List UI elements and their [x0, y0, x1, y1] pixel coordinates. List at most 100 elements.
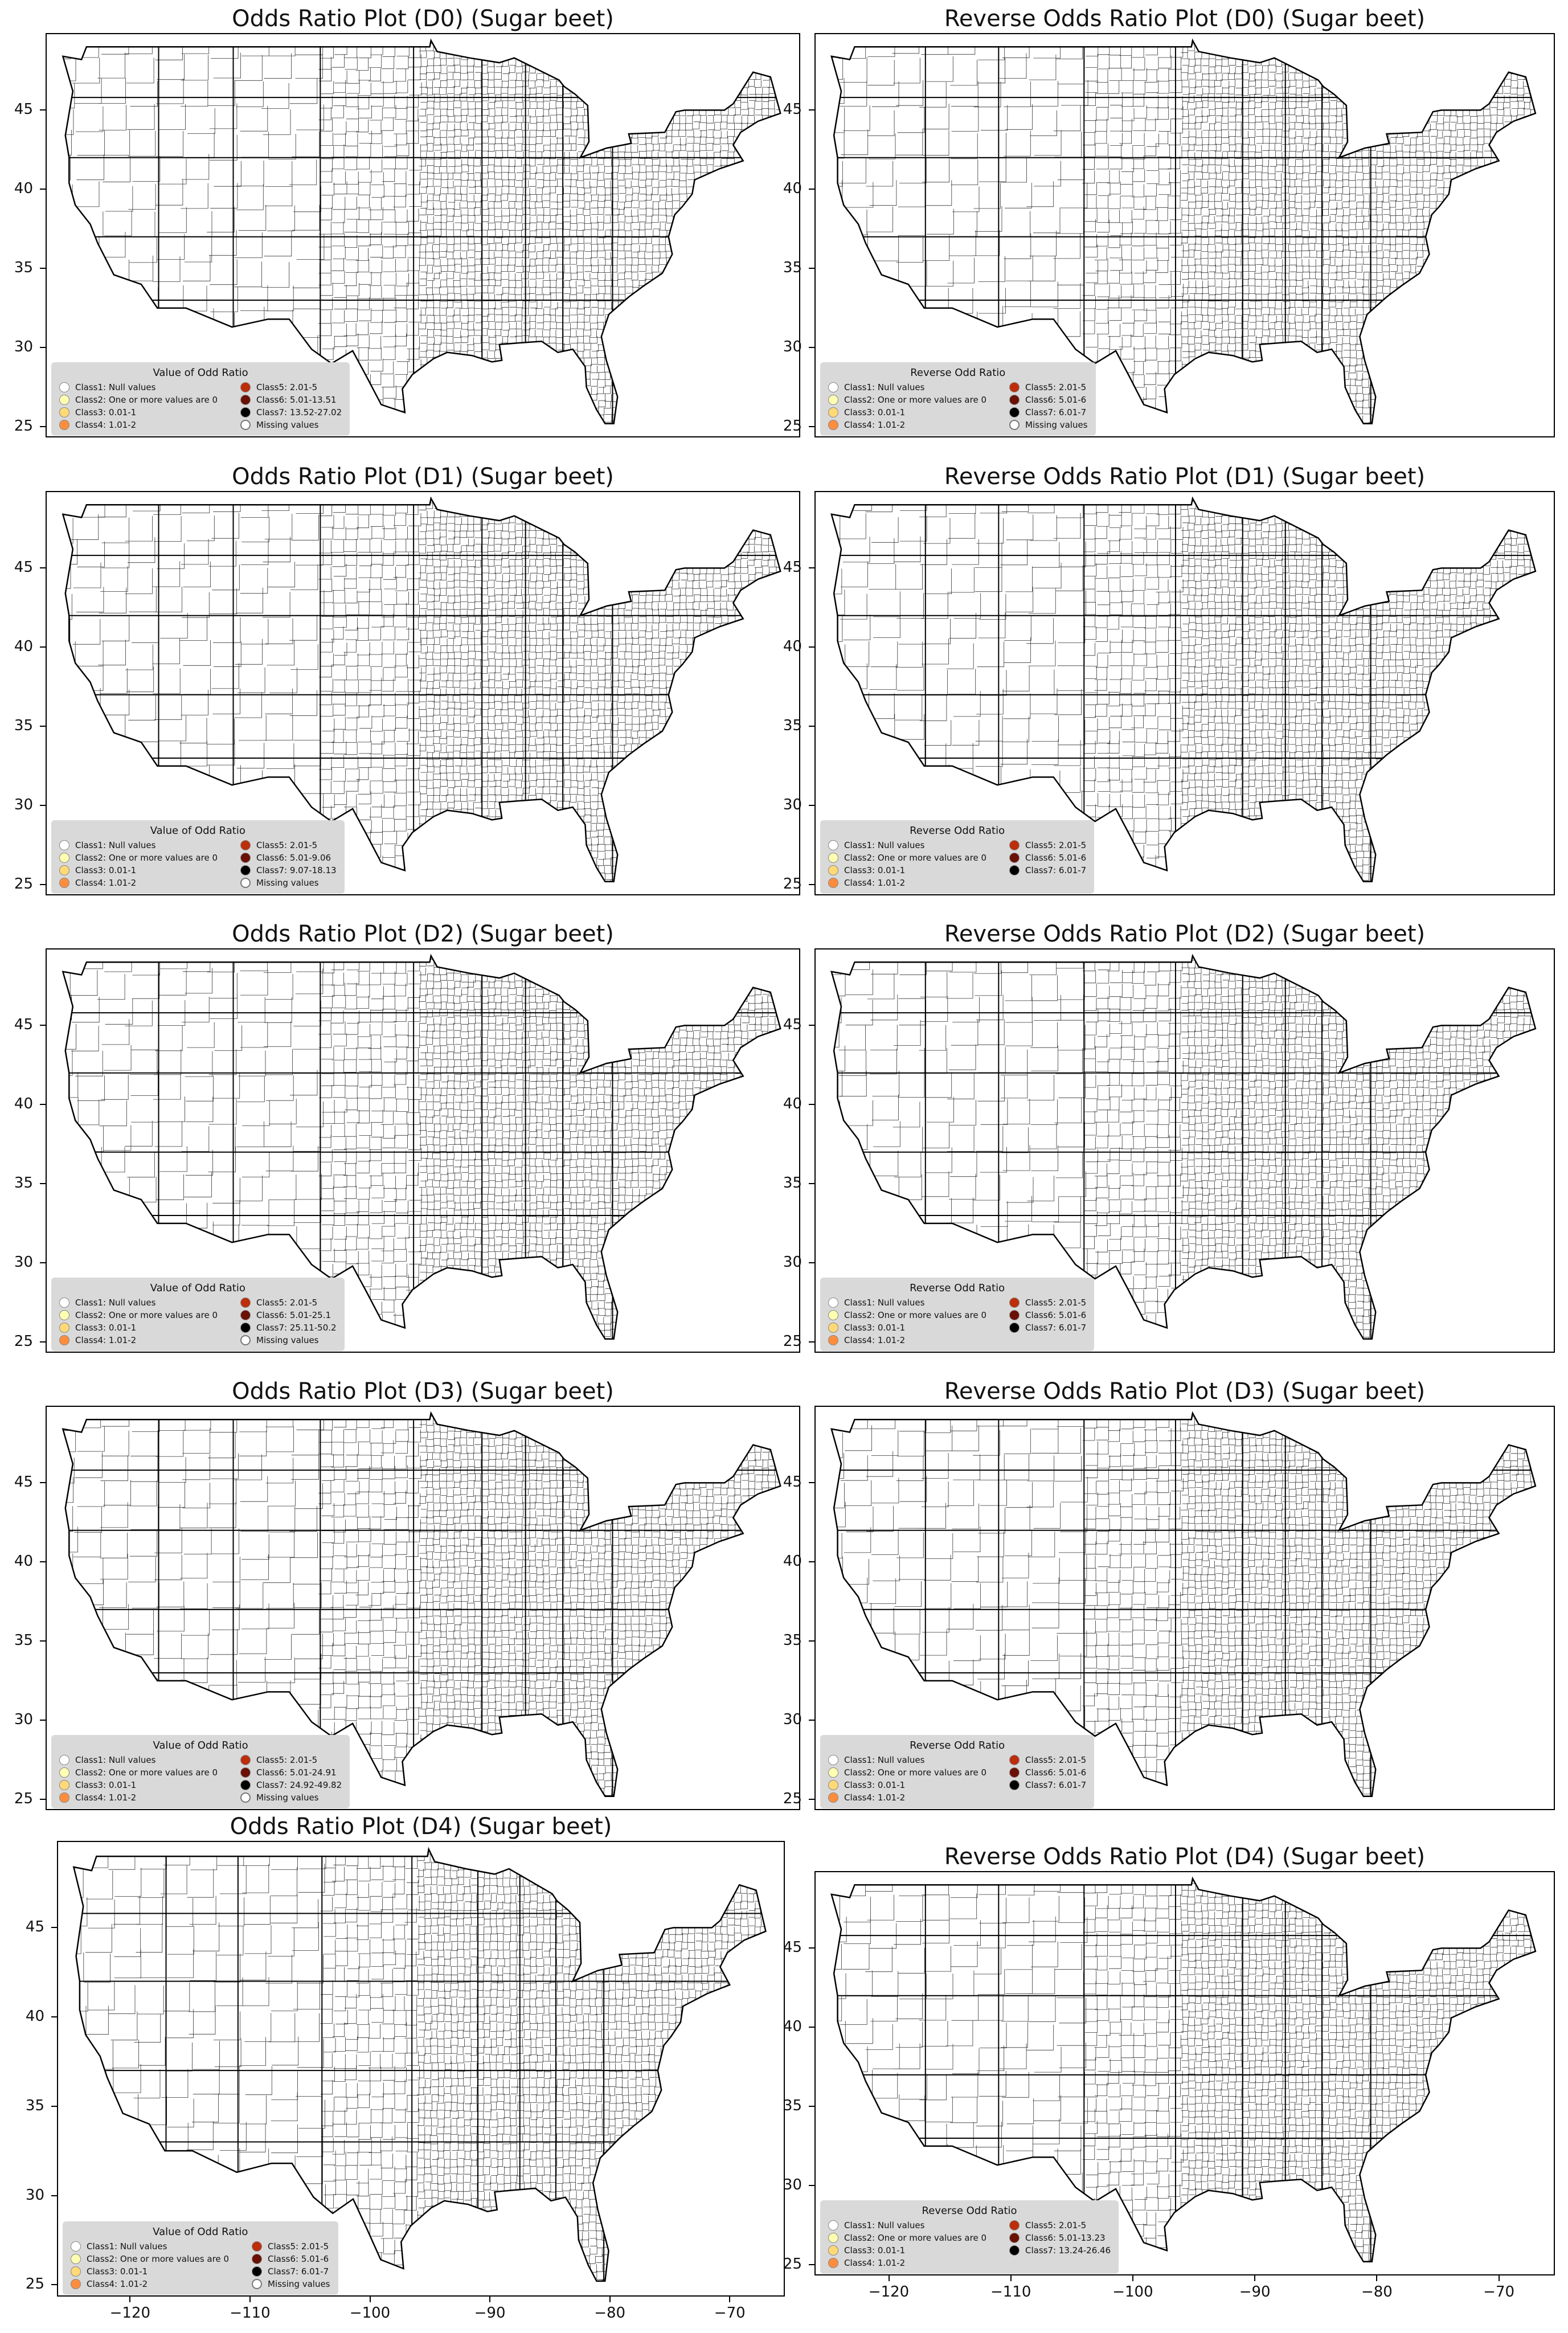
legend-swatch	[1009, 1323, 1020, 1333]
legend-label: Class7: 9.07-18.13	[256, 865, 337, 875]
y-tick-label: 45	[25, 1918, 44, 1936]
legend-title: Reverse Odd Ratio	[910, 367, 1006, 379]
x-tick-mark	[249, 2297, 251, 2302]
y-tick-label: 40	[783, 638, 802, 656]
legend-swatch	[1009, 865, 1020, 875]
map-legend: Reverse Odd Ratio Class1: Null values Clas…	[820, 1735, 1095, 1808]
y-tick-label: 45	[14, 1016, 33, 1034]
legend-swatch	[59, 1298, 69, 1308]
legend-label: Class6: 5.01-13.51	[256, 395, 337, 405]
legend-label: Class2: One or more values are 0	[844, 1310, 986, 1320]
y-tick-mark	[40, 189, 46, 190]
legend-item: Missing values	[240, 1335, 337, 1345]
legend-item: Missing values	[240, 420, 342, 430]
legend-item: Class5: 2.01-5	[1009, 382, 1088, 392]
country-fill	[73, 1849, 766, 2281]
legend-item: Missing values	[240, 878, 337, 888]
country-outline	[62, 953, 781, 1340]
legend-item: Class1: Null values	[828, 2220, 986, 2230]
y-tick-label: 30	[14, 1711, 33, 1729]
legend-label: Class3: 0.01-1	[87, 2266, 148, 2277]
y-tick-label: 40	[14, 180, 33, 198]
legend-swatch	[1009, 1310, 1020, 1320]
legend-item: Missing values	[1009, 420, 1088, 430]
legend-item: Class4: 1.01-2	[59, 1792, 218, 1803]
legend-label: Class2: One or more values are 0	[75, 853, 218, 863]
map-legend: Value of Odd Ratio Class1: Null values Cla…	[51, 1278, 345, 1351]
legend-label: Class3: 0.01-1	[844, 865, 906, 875]
legend-swatch	[59, 853, 69, 863]
legend-label: Class5: 2.01-5	[256, 1298, 318, 1308]
y-tick-mark	[809, 2185, 814, 2187]
us-county-map	[830, 1876, 1537, 2263]
legend-item: Class7: 13.52-27.02	[240, 407, 342, 418]
y-tick-mark	[809, 1947, 814, 1949]
country-fill	[831, 956, 1536, 1339]
y-tick-label: 45	[14, 559, 33, 576]
y-tick-label: 30	[25, 2186, 44, 2204]
legend-label: Class5: 2.01-5	[1025, 1755, 1087, 1765]
country-fill	[63, 40, 781, 424]
legend-title: Reverse Odd Ratio	[910, 1282, 1005, 1294]
legend-label: Class1: Null values	[844, 840, 925, 850]
y-tick-mark	[51, 2016, 57, 2018]
legend-item: Class1: Null values	[71, 2241, 229, 2252]
panel-title: Reverse Odds Ratio Plot (D1) (Sugar beet…	[944, 464, 1426, 490]
y-tick-label: 45	[14, 1474, 33, 1491]
legend-item: Class6: 5.01-6	[1009, 1767, 1086, 1778]
legend-swatch	[59, 840, 69, 850]
legend-swatch	[59, 395, 69, 405]
legend-label: Class3: 0.01-1	[844, 407, 906, 418]
map-legend: Reverse Odd Ratio Class1: Null values Clas…	[820, 1278, 1095, 1351]
map-panel: Reverse Odds Ratio Plot (D3) (Sugar beet…	[783, 1373, 1555, 1834]
legend-label: Class5: 2.01-5	[256, 840, 318, 850]
state-boundaries	[63, 498, 781, 882]
us-county-map	[62, 953, 781, 1340]
panel-title: Odds Ratio Plot (D3) (Sugar beet)	[232, 1378, 614, 1405]
country-fill	[63, 1413, 781, 1796]
legend-swatch	[59, 1780, 69, 1790]
legend-item: Class6: 5.01-13.51	[240, 395, 342, 405]
legend-item: Class4: 1.01-2	[59, 420, 218, 430]
legend-label: Class1: Null values	[75, 1298, 156, 1308]
y-tick-label: 30	[783, 338, 802, 356]
map-panel: Reverse Odds Ratio Plot (D4) (Sugar beet…	[783, 1838, 1555, 2301]
map-panel: Odds Ratio Plot (D3) (Sugar beet) 45 40 35 3…	[14, 1373, 800, 1834]
y-tick-label: 30	[783, 2176, 802, 2194]
legend-item: Class3: 0.01-1	[828, 865, 986, 875]
legend-item: Class6: 5.01-6	[252, 2254, 330, 2264]
country-outline	[62, 496, 781, 883]
y-tick-mark	[809, 884, 814, 886]
legend-label: Class3: 0.01-1	[75, 865, 137, 875]
legend-swatch	[828, 2233, 838, 2243]
y-tick-label: 40	[783, 180, 802, 198]
y-tick-label: 40	[783, 1095, 802, 1113]
legend-swatch	[828, 2220, 838, 2230]
legend-swatch	[1009, 407, 1020, 418]
y-tick-mark	[809, 1482, 814, 1484]
legend-item: Class3: 0.01-1	[828, 407, 986, 418]
county-layer	[831, 1413, 1536, 1796]
y-tick-label: 25	[783, 1790, 802, 1808]
y-tick-label: 40	[783, 2018, 802, 2036]
legend-item: Class1: Null values	[828, 1755, 986, 1765]
x-tick-label: −100	[349, 2305, 391, 2322]
legend-swatch	[240, 853, 251, 863]
legend-label: Class3: 0.01-1	[844, 1323, 906, 1333]
legend-swatch	[828, 420, 838, 430]
x-tick-mark	[1010, 2275, 1012, 2281]
legend-label: Missing values	[256, 878, 319, 888]
legend-swatch	[828, 1755, 838, 1765]
map-frame	[57, 1841, 785, 2297]
legend-swatch	[1009, 853, 1020, 863]
legend-label: Class2: One or more values are 0	[844, 1767, 986, 1778]
y-tick-label: 45	[783, 1474, 802, 1491]
y-tick-label: 25	[783, 1333, 802, 1350]
legend-item: Class6: 5.01-24.91	[240, 1767, 342, 1778]
legend-item: Class4: 1.01-2	[59, 1335, 218, 1345]
us-county-map	[830, 496, 1537, 883]
legend-label: Class3: 0.01-1	[75, 407, 137, 418]
legend-item: Class6: 5.01-6	[1009, 395, 1088, 405]
us-county-map	[62, 1411, 781, 1798]
legend-item: Class2: One or more values are 0	[71, 2254, 229, 2264]
